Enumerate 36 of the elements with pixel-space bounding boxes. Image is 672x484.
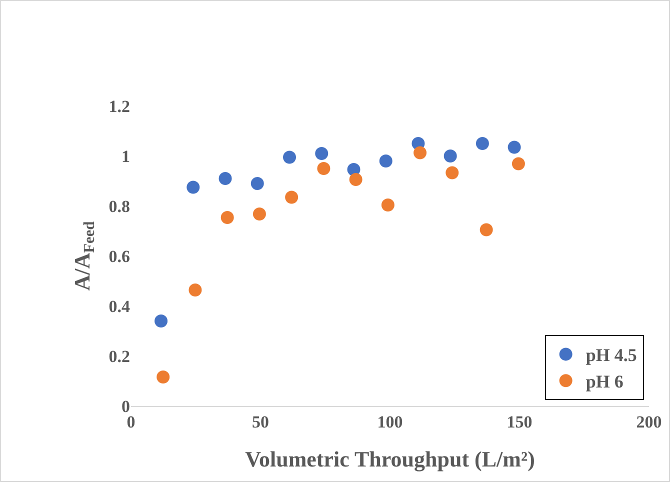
point	[186, 180, 200, 194]
point	[480, 223, 493, 236]
point	[446, 166, 459, 180]
y-tick-label: 0.6	[108, 246, 130, 266]
point	[512, 157, 525, 170]
y-tick-label: 0	[122, 396, 130, 416]
point	[250, 177, 264, 190]
point	[220, 211, 234, 224]
point	[317, 162, 330, 175]
y-tick-label: 0.2	[108, 346, 130, 366]
point	[476, 137, 489, 150]
x-tick-label: 150	[506, 412, 532, 432]
x-tick-label: 200	[636, 412, 662, 432]
point	[285, 190, 298, 204]
point	[414, 146, 427, 160]
point	[315, 147, 328, 160]
legend-label: pH 4.5	[586, 345, 637, 366]
y-tick-label: 1	[122, 146, 130, 166]
point	[188, 284, 202, 296]
point	[444, 150, 457, 162]
point	[156, 370, 170, 384]
y-tick-label: 1.2	[108, 96, 130, 116]
point	[381, 198, 394, 212]
point	[218, 172, 232, 185]
y-tick-label: 0.4	[108, 296, 130, 316]
point	[252, 208, 266, 220]
x-tick-label: 50	[252, 412, 269, 432]
point	[508, 140, 521, 154]
x-tick-label: 100	[377, 412, 403, 432]
legend-label: pH 6	[586, 372, 624, 392]
y-tick-label: 0.8	[108, 196, 130, 216]
point	[283, 150, 296, 164]
point	[154, 314, 168, 328]
point	[379, 154, 392, 168]
point	[349, 173, 362, 186]
x-axis-title: Volumetric Throughput (L/m²)	[245, 446, 535, 472]
